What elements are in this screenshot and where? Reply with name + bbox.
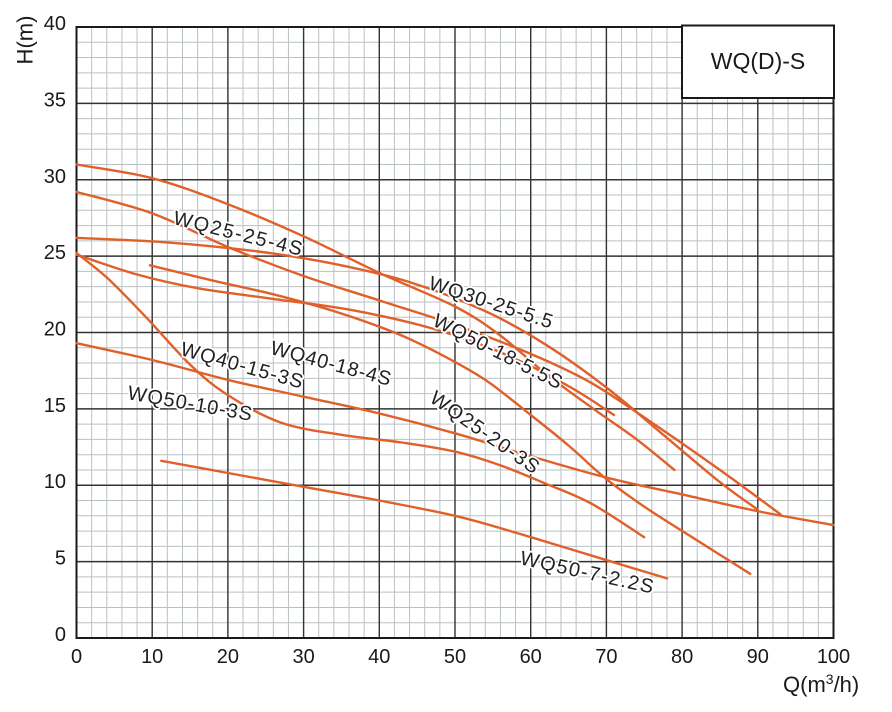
- svg-text:30: 30: [44, 166, 66, 188]
- svg-text:WQ(D)-S: WQ(D)-S: [711, 48, 806, 74]
- svg-text:80: 80: [671, 646, 693, 668]
- svg-text:30: 30: [292, 646, 314, 668]
- svg-text:40: 40: [44, 13, 66, 35]
- svg-text:70: 70: [595, 646, 617, 668]
- svg-text:90: 90: [747, 646, 769, 668]
- svg-text:50: 50: [444, 646, 466, 668]
- svg-text:0: 0: [71, 646, 82, 668]
- svg-text:25: 25: [44, 242, 66, 264]
- svg-text:20: 20: [44, 319, 66, 341]
- svg-text:35: 35: [44, 89, 66, 111]
- svg-text:20: 20: [217, 646, 239, 668]
- svg-text:40: 40: [368, 646, 390, 668]
- svg-text:60: 60: [520, 646, 542, 668]
- svg-text:10: 10: [141, 646, 163, 668]
- svg-text:H(m): H(m): [13, 16, 38, 65]
- svg-text:5: 5: [55, 548, 66, 570]
- svg-text:10: 10: [44, 471, 66, 493]
- svg-text:Q(m3/h): Q(m3/h): [783, 671, 859, 697]
- svg-text:15: 15: [44, 395, 66, 417]
- svg-text:0: 0: [55, 624, 66, 646]
- svg-text:100: 100: [817, 646, 850, 668]
